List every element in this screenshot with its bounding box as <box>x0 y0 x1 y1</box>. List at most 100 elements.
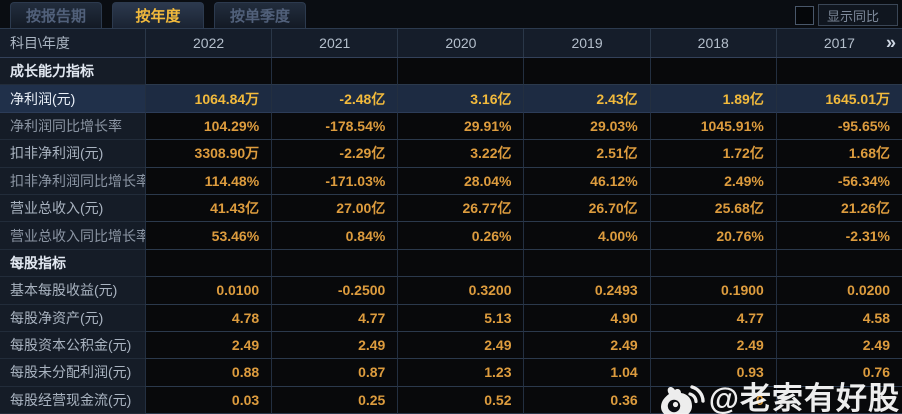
value-cell: 4.77 <box>649 304 776 332</box>
value-cell: 1.68亿 <box>775 140 902 168</box>
value-cell: 26.70亿 <box>523 194 650 223</box>
value-cell: 2.51亿 <box>523 140 650 168</box>
value-cell: 0.52 <box>397 386 524 414</box>
value-cell <box>523 58 650 86</box>
table-row[interactable]: 每股净资产(元) 4.78 4.77 5.13 4.90 4.77 4.58 <box>0 304 902 332</box>
value-cell: 114.48% <box>145 167 272 195</box>
column-header-2019: 2019 <box>523 29 649 57</box>
value-cell: -95.65% <box>775 112 902 141</box>
table-row[interactable]: 净利润(元) 1064.84万 -2.48亿 3.16亿 2.43亿 1.89亿 1645.… <box>0 85 902 113</box>
row-label: 每股指标 <box>0 249 145 278</box>
value-cell: 2.49 <box>145 331 272 360</box>
row-label: 基本每股收益(元) <box>0 277 145 305</box>
table-row[interactable]: 成长能力指标 <box>0 58 902 86</box>
value-cell: 0.88 <box>145 359 272 387</box>
value-cell: -178.54% <box>271 112 398 141</box>
column-header-2022: 2022 <box>145 29 271 57</box>
value-cell: 2.49% <box>649 167 776 195</box>
table-row[interactable]: 营业总收入(元) 41.43亿 27.00亿 26.77亿 26.70亿 25.68亿 21… <box>0 194 902 223</box>
value-cell <box>271 58 398 86</box>
row-label: 扣非净利润(元) <box>0 140 145 168</box>
value-cell <box>775 249 902 278</box>
show-yoy-checkbox[interactable] <box>795 5 814 25</box>
value-cell: 0.93 <box>649 359 776 387</box>
value-cell: 1045.91% <box>649 112 776 141</box>
value-cell: 41.43亿 <box>145 194 272 223</box>
value-cell: 1.89亿 <box>649 85 776 113</box>
row-label: 营业总收入(元) <box>0 194 145 223</box>
period-tabbar: 按报告期 按年度 按单季度 显示同比 <box>0 0 902 28</box>
value-cell: 104.29% <box>145 112 272 141</box>
row-label: 成长能力指标 <box>0 58 145 86</box>
row-label: 每股经营现金流(元) <box>0 386 145 414</box>
value-cell: 0.87 <box>271 359 398 387</box>
show-yoy-label[interactable]: 显示同比 <box>818 4 898 26</box>
more-years-icon[interactable]: » <box>885 32 896 53</box>
value-cell: 0.0200 <box>775 277 902 305</box>
table-rows: 成长能力指标 净利润(元) 1064.84万 -2.48亿 3.16亿 2.43亿 1.89… <box>0 58 902 414</box>
column-header-2018: 2018 <box>649 29 776 57</box>
column-header-2017: 2017 » <box>775 29 902 57</box>
tab-by-single-quarter[interactable]: 按单季度 <box>214 2 306 28</box>
table-row[interactable]: 扣非净利润同比增长率 114.48% -171.03% 28.04% 46.12% 2.4… <box>0 167 902 195</box>
row-label: 每股净资产(元) <box>0 304 145 332</box>
tab-by-report-period[interactable]: 按报告期 <box>10 2 102 28</box>
value-cell: 0.76 <box>775 359 902 387</box>
value-cell: 26.77亿 <box>397 194 524 223</box>
value-cell: 4.78 <box>145 304 272 332</box>
value-cell: -56.34% <box>775 167 902 195</box>
table-row[interactable]: 基本每股收益(元) 0.0100 -0.2500 0.3200 0.2493 0.1900… <box>0 277 902 305</box>
value-cell: 1.23 <box>397 359 524 387</box>
value-cell: 4.58 <box>775 304 902 332</box>
value-cell: 2.49 <box>523 331 650 360</box>
value-cell: 0 <box>649 386 776 414</box>
value-cell: 3308.90万 <box>145 140 272 168</box>
table-row[interactable]: 每股资本公积金(元) 2.49 2.49 2.49 2.49 2.49 2.49 <box>0 331 902 360</box>
value-cell: -2.31% <box>775 222 902 250</box>
value-cell: 1064.84万 <box>145 85 272 113</box>
table-header-row: 科目\年度 2022 2021 2020 2019 2018 2017 » <box>0 28 902 58</box>
value-cell: -0.2500 <box>271 277 398 305</box>
value-cell: 0.2493 <box>523 277 650 305</box>
value-cell: 25.68亿 <box>649 194 776 223</box>
value-cell: 2.49 <box>397 331 524 360</box>
value-cell: 29.91% <box>397 112 524 141</box>
value-cell: 27.00亿 <box>271 194 398 223</box>
value-cell: 3.16亿 <box>397 85 524 113</box>
column-header-2021: 2021 <box>271 29 397 57</box>
value-cell: 2.43亿 <box>523 85 650 113</box>
row-label: 扣非净利润同比增长率 <box>0 167 145 195</box>
column-header-2020: 2020 <box>397 29 523 57</box>
value-cell: 0.36 <box>523 386 650 414</box>
table-row[interactable]: 每股经营现金流(元) 0.03 0.25 0.52 0.36 0 <box>0 386 902 414</box>
corner-header: 科目\年度 <box>10 35 70 51</box>
value-cell: 4.90 <box>523 304 650 332</box>
value-cell: 1.72亿 <box>649 140 776 168</box>
value-cell: 4.00% <box>523 222 650 250</box>
value-cell: 0.1900 <box>649 277 776 305</box>
value-cell: 0.26% <box>397 222 524 250</box>
value-cell <box>397 249 524 278</box>
value-cell: 21.26亿 <box>775 194 902 223</box>
tab-by-year[interactable]: 按年度 <box>112 2 204 28</box>
value-cell: 3.22亿 <box>397 140 524 168</box>
value-cell: 0.3200 <box>397 277 524 305</box>
value-cell: 5.13 <box>397 304 524 332</box>
row-label: 每股资本公积金(元) <box>0 331 145 360</box>
value-cell <box>145 249 272 278</box>
table-row[interactable]: 营业总收入同比增长率 53.46% 0.84% 0.26% 4.00% 20.76% -2.… <box>0 222 902 250</box>
financial-table: 科目\年度 2022 2021 2020 2019 2018 2017 » 成长… <box>0 28 902 414</box>
row-label: 营业总收入同比增长率 <box>0 222 145 250</box>
value-cell: 20.76% <box>649 222 776 250</box>
table-row[interactable]: 每股指标 <box>0 249 902 278</box>
value-cell <box>649 58 776 86</box>
value-cell <box>271 249 398 278</box>
value-cell: 4.77 <box>271 304 398 332</box>
value-cell: 2.49 <box>271 331 398 360</box>
row-label: 每股未分配利润(元) <box>0 359 145 387</box>
table-row[interactable]: 净利润同比增长率 104.29% -178.54% 29.91% 29.03% 1045.… <box>0 112 902 141</box>
value-cell: -2.48亿 <box>271 85 398 113</box>
table-row[interactable]: 扣非净利润(元) 3308.90万 -2.29亿 3.22亿 2.51亿 1.72亿 1.6… <box>0 140 902 168</box>
table-row[interactable]: 每股未分配利润(元) 0.88 0.87 1.23 1.04 0.93 0.76 <box>0 359 902 387</box>
